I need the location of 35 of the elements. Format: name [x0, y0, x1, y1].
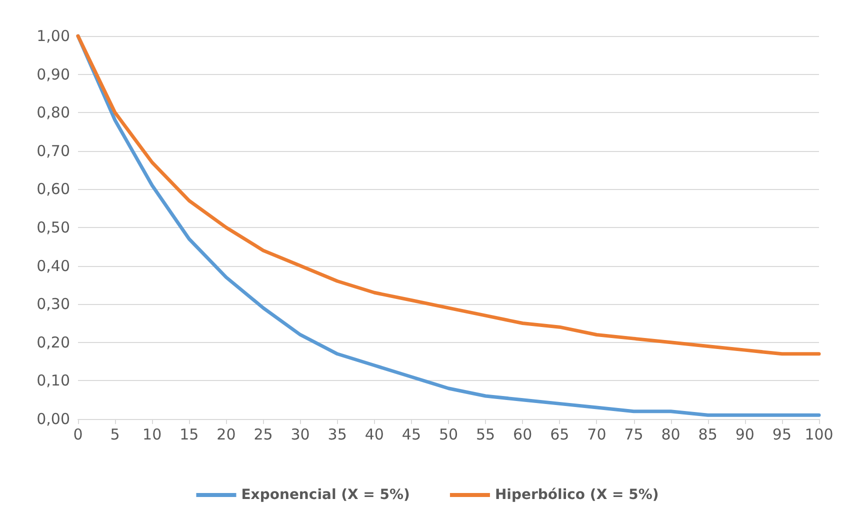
y-tick-label: 0,50: [36, 218, 70, 236]
x-tick-label: 65: [550, 426, 570, 444]
y-tick-label: 0,70: [36, 142, 70, 160]
x-tick-label: 100: [804, 426, 834, 444]
x-tick-label: 85: [698, 426, 718, 444]
x-tick-label: 75: [624, 426, 644, 444]
x-tick-label: 95: [772, 426, 792, 444]
legend-label: Hiperbólico (X = 5%): [494, 487, 659, 503]
x-tick-label: 15: [180, 426, 199, 444]
x-tick-label: 80: [661, 426, 680, 444]
y-tick-label: 1,00: [36, 27, 70, 45]
x-tick-label: 55: [476, 426, 496, 444]
y-tick-label: 0,40: [36, 256, 70, 275]
x-tick-label: 0: [73, 426, 83, 444]
x-tick-label: 5: [110, 426, 120, 444]
x-tick-label: 70: [587, 426, 606, 444]
x-tick-label: 20: [216, 426, 236, 444]
legend-label: Exponencial (X = 5%): [241, 487, 410, 503]
y-tick-label: 0,80: [36, 104, 70, 122]
x-tick-label: 35: [328, 426, 347, 444]
x-tick-label: 30: [290, 426, 310, 444]
y-tick-label: 0,20: [36, 333, 70, 352]
y-tick-label: 0,30: [36, 295, 70, 314]
x-tick-label: 90: [735, 426, 754, 444]
x-tick-label: 45: [402, 426, 421, 444]
y-tick-label: 0,00: [36, 410, 70, 428]
x-tick-label: 25: [254, 426, 273, 444]
y-tick-label: 0,10: [36, 372, 70, 390]
x-tick-label: 40: [364, 426, 384, 444]
x-tick-label: 60: [513, 426, 532, 444]
x-tick-label: 10: [142, 426, 162, 444]
line-series: [76, 34, 821, 356]
y-tick-label: 0,60: [36, 180, 70, 198]
y-tick-label: 0,90: [36, 65, 70, 84]
x-tick-label: 50: [438, 426, 458, 444]
